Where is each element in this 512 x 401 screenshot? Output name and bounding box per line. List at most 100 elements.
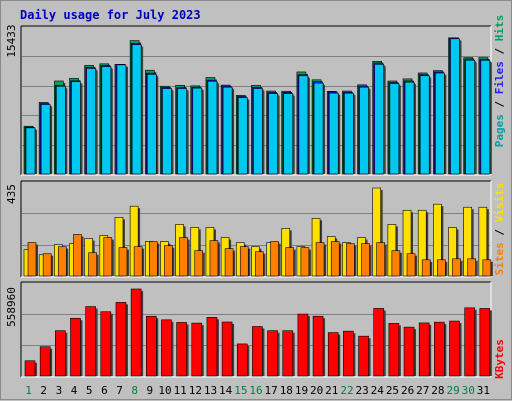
- pages-bar: [480, 59, 491, 175]
- kbytes-bar: [403, 326, 415, 377]
- pages-bar: [162, 88, 172, 175]
- sites-bar: [224, 248, 234, 277]
- kbytes-bar: [24, 360, 36, 377]
- legend-visits-panel: Sites / Visits: [493, 183, 506, 276]
- sites-bar: [285, 247, 295, 277]
- legend-kbytes-panel: KBytes: [493, 339, 506, 379]
- sites-bar: [179, 237, 188, 277]
- x-tick-label: 28: [431, 384, 444, 397]
- x-tick-label: 16: [249, 384, 262, 397]
- sites-bar: [315, 242, 325, 277]
- pages-bar: [40, 104, 51, 175]
- kbytes-bar: [479, 308, 491, 377]
- ytick-label-1: 435: [5, 184, 18, 204]
- sites-bar: [27, 242, 37, 277]
- x-tick-label: 10: [158, 384, 171, 397]
- pages-bar: [192, 87, 203, 175]
- sites-bar: [421, 259, 431, 277]
- x-tick-label: 31: [477, 384, 490, 397]
- kbytes-bar: [100, 311, 112, 377]
- x-tick-label: 30: [462, 384, 475, 397]
- kbytes-bar: [464, 307, 475, 377]
- kbytes-bar: [236, 343, 248, 377]
- kbytes-bar: [39, 346, 51, 377]
- x-tick-label: 19: [295, 384, 308, 397]
- kbytes-bar: [252, 326, 263, 377]
- ytick-label-0: 15433: [5, 24, 18, 57]
- kbytes-bar: [343, 330, 354, 377]
- sites-bar: [103, 237, 113, 277]
- kbytes-bar: [267, 330, 278, 377]
- sites-bar: [239, 246, 249, 277]
- pages-bar: [237, 97, 248, 175]
- pages-bar: [101, 66, 112, 175]
- kbytes-bar: [373, 308, 385, 377]
- pages-bar: [389, 83, 400, 175]
- legend-hits-panel-entry: Pages: [493, 114, 506, 147]
- pages-bar: [25, 127, 36, 175]
- x-tick-label: 9: [147, 384, 154, 397]
- legend-hits-panel: Pages / Files / Hits: [493, 15, 506, 148]
- pages-bar: [253, 88, 263, 175]
- sites-bar: [118, 247, 128, 277]
- sites-bar: [300, 247, 310, 277]
- kbytes-bar: [282, 330, 294, 377]
- kbytes-bar: [388, 323, 400, 377]
- pages-bar: [435, 72, 445, 175]
- kbytes-bar: [176, 322, 187, 377]
- pages-bar: [177, 88, 187, 175]
- x-tick-label: 2: [40, 384, 47, 397]
- ytick-label-2: 558960: [5, 287, 18, 327]
- pages-bar: [131, 44, 142, 175]
- kbytes-bar: [206, 317, 218, 377]
- sites-bar: [406, 253, 416, 277]
- kbytes-bar: [358, 335, 369, 377]
- x-tick-label: 29: [446, 384, 459, 397]
- x-tick-label: 11: [174, 384, 187, 397]
- kbytes-bar: [70, 317, 81, 377]
- legend-hits-panel-entry: Files: [493, 61, 506, 94]
- legend-hits-panel-separator: /: [493, 41, 506, 61]
- kbytes-bar: [312, 315, 324, 377]
- pages-bar: [283, 93, 294, 175]
- x-tick-label: 12: [189, 384, 202, 397]
- x-tick-label: 8: [131, 384, 138, 397]
- x-tick-label: 1: [25, 384, 32, 397]
- pages-bar: [419, 75, 430, 175]
- sites-bar: [376, 242, 386, 277]
- sites-bar: [437, 259, 446, 277]
- sites-bar: [133, 246, 143, 277]
- kbytes-bar: [145, 315, 157, 377]
- kbytes-bar: [191, 322, 203, 377]
- sites-bar: [88, 252, 97, 277]
- kbytes-bar: [115, 302, 127, 377]
- pages-bar: [146, 74, 157, 175]
- x-tick-label: 6: [101, 384, 108, 397]
- kbytes-bar: [418, 322, 430, 377]
- sites-bar: [330, 241, 340, 277]
- pages-bar: [344, 92, 354, 175]
- pages-bar: [298, 75, 309, 175]
- pages-bar: [56, 85, 66, 175]
- sites-bar: [391, 250, 401, 277]
- x-tick-label: 20: [310, 384, 323, 397]
- legend-visits-panel-entry: Visits: [493, 183, 506, 223]
- pages-bar: [71, 81, 81, 175]
- legend-visits-panel-entry: Sites: [493, 242, 506, 275]
- x-tick-label: 27: [416, 384, 429, 397]
- x-tick-label: 21: [325, 384, 338, 397]
- legend-hits-panel-separator: /: [493, 94, 506, 114]
- pages-bar: [268, 93, 278, 175]
- kbytes-bar: [130, 288, 142, 377]
- sites-bar: [452, 258, 461, 277]
- sites-bar: [164, 245, 173, 277]
- pages-bar: [359, 86, 369, 175]
- pages-bar: [222, 86, 233, 175]
- pages-bar: [465, 59, 475, 175]
- pages-bar: [86, 68, 96, 175]
- x-tick-label: 5: [86, 384, 93, 397]
- x-tick-label: 3: [56, 384, 63, 397]
- pages-bar: [116, 64, 127, 175]
- pages-bar: [404, 81, 415, 175]
- sites-bar: [467, 258, 476, 277]
